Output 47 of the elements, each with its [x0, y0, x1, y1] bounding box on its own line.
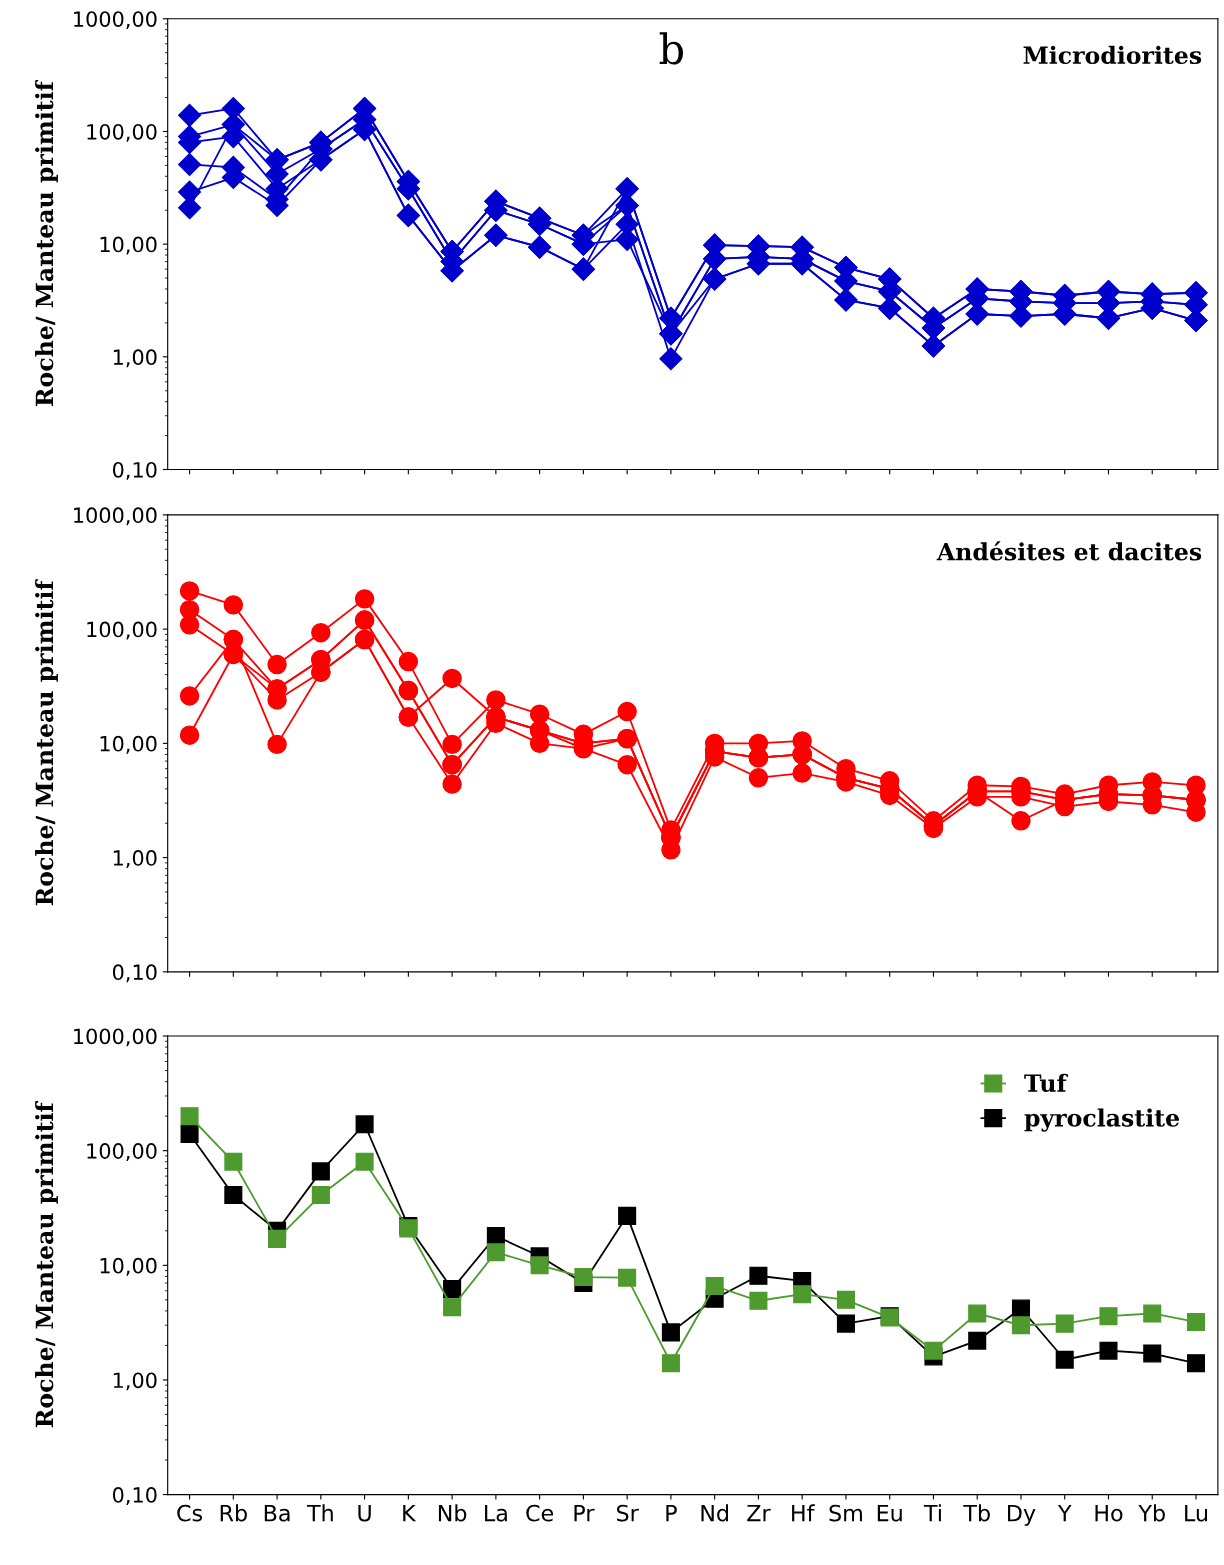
- x-tick-label: Rb: [220, 1504, 247, 1522]
- x-tick-label: Dy: [1008, 1504, 1036, 1526]
- y-tick-label: 0,10: [112, 461, 157, 480]
- y-tick-label: 1000,00: [74, 11, 157, 30]
- y-tick-label: 1,00: [113, 1372, 157, 1391]
- y-axis-title: Roche/ Manteau primitif: [35, 1101, 58, 1428]
- x-tick-label: Nd: [701, 1504, 729, 1522]
- x-tick-label: Ho: [1095, 1504, 1123, 1522]
- y-tick-label: 1,00: [113, 349, 157, 368]
- x-tick-label: Hf: [792, 1504, 815, 1522]
- x-tick-label: Eu: [877, 1504, 902, 1522]
- y-axis-title: Roche/ Manteau primitif: [35, 579, 58, 906]
- y-tick-label: 1,00: [113, 850, 157, 868]
- x-tick-label: Sr: [616, 1504, 639, 1522]
- x-tick-label: Cs: [177, 1504, 203, 1522]
- x-tick-label: Yb: [1138, 1504, 1165, 1522]
- x-tick-label: Ce: [526, 1504, 554, 1522]
- x-tick-label: Ba: [264, 1504, 290, 1522]
- legend-label: Tuf: [1024, 1073, 1068, 1093]
- y-tick-label: 100,00: [87, 1143, 157, 1161]
- x-tick-label: Zr: [747, 1504, 771, 1522]
- y-tick-label: 1000,00: [74, 1028, 157, 1047]
- x-tick-label: Lu: [1185, 1504, 1208, 1522]
- y-tick-label: 100,00: [87, 123, 157, 142]
- x-tick-label: La: [485, 1504, 507, 1522]
- x-tick-label: U: [358, 1504, 371, 1522]
- x-tick-label: Pr: [574, 1504, 595, 1522]
- legend-label: pyroclastite: [1024, 1108, 1180, 1132]
- x-tick-label: P: [666, 1504, 677, 1522]
- annotation: Microdiorites: [1023, 45, 1202, 65]
- x-tick-label: Th: [306, 1504, 333, 1522]
- x-tick-label: Tb: [963, 1504, 990, 1522]
- y-tick-label: 1000,00: [74, 507, 157, 526]
- x-tick-label: Y: [1057, 1504, 1072, 1522]
- x-tick-label: Sm: [829, 1504, 862, 1522]
- y-tick-label: 10,00: [100, 1257, 157, 1276]
- y-tick-label: 10,00: [100, 236, 157, 255]
- x-tick-label: K: [403, 1504, 417, 1522]
- x-tick-label: Ti: [923, 1504, 941, 1522]
- annotation: b: [659, 32, 684, 65]
- annotation: Andésites et dacites: [936, 541, 1202, 561]
- y-tick-label: 0,10: [112, 1487, 157, 1505]
- y-tick-label: 100,00: [87, 621, 157, 640]
- y-tick-label: 10,00: [100, 735, 157, 754]
- x-tick-label: Nb: [438, 1504, 467, 1522]
- y-tick-label: 0,10: [112, 964, 157, 983]
- y-axis-title: Roche/ Manteau primitif: [35, 79, 58, 406]
